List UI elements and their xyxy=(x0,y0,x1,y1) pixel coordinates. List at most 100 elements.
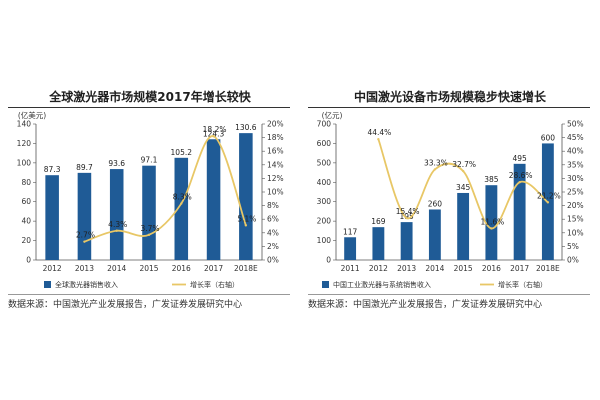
x-tick-label: 2014 xyxy=(425,264,444,273)
x-tick-label: 2015 xyxy=(139,264,158,273)
x-tick-label: 2018E xyxy=(234,264,258,273)
y-tick-label: 600 xyxy=(317,139,332,148)
growth-rate-point xyxy=(115,229,118,232)
chart-panel-global: 全球激光器市场规模2017年增长较快 (亿美元) 0 20 40 60 80 100 120 1… xyxy=(0,88,300,318)
bar-value-label: 89.7 xyxy=(76,163,93,172)
chart-plot: (亿元) 0 100 200 300 400 500 600 700 0% 5% 10% 15% 20% 2… xyxy=(317,110,584,289)
y-right-tick-label: 18% xyxy=(267,133,284,142)
y-tick-label: 300 xyxy=(317,197,332,206)
legend-label-line: 增长率（右轴） xyxy=(190,280,239,289)
bar xyxy=(485,185,498,260)
growth-rate-label: 44.4% xyxy=(367,128,391,137)
bar-value-label: 105.2 xyxy=(171,148,193,157)
growth-rate-label: 32.7% xyxy=(452,160,476,169)
x-tick-label: 2014 xyxy=(107,264,126,273)
legend-swatch-bar xyxy=(322,281,329,288)
y-tick-label: 140 xyxy=(17,120,32,129)
growth-rate-point xyxy=(518,181,521,184)
bar-value-label: 93.6 xyxy=(108,159,125,168)
growth-rate-label: 28.6% xyxy=(509,171,533,180)
y-right-tick-label: 4% xyxy=(267,228,279,237)
growth-rate-label: 8.3% xyxy=(173,193,192,202)
growth-rate-label: 11.6% xyxy=(480,217,504,226)
y-right-tick-label: 25% xyxy=(567,188,584,197)
bar-value-label: 385 xyxy=(484,175,499,184)
bar-value-label: 117 xyxy=(343,227,358,236)
bar xyxy=(239,133,253,260)
legend-label-bar: 中国工业激光器与系统销售收入 xyxy=(333,280,431,289)
bar-value-label: 87.3 xyxy=(44,165,61,174)
y-right-tick-label: 0% xyxy=(267,256,279,265)
growth-rate-point xyxy=(180,202,183,205)
bar xyxy=(457,192,470,260)
source-note: 数据来源：中国激光产业发展报告，广发证券发展研究中心 xyxy=(8,300,243,310)
y-tick-label: 500 xyxy=(317,158,332,167)
title-divider xyxy=(308,107,590,108)
y-right-tick-label: 6% xyxy=(267,215,279,224)
y-right-tick-label: 15% xyxy=(567,215,584,224)
y-tick-label: 40 xyxy=(21,217,31,226)
bar-value-label: 260 xyxy=(428,199,443,208)
x-tick-label: 2013 xyxy=(75,264,94,273)
growth-rate-point xyxy=(433,168,437,171)
growth-rate-label: 4.3% xyxy=(108,220,127,229)
bar xyxy=(372,227,385,260)
bar xyxy=(77,172,92,260)
bar-value-label: 169 xyxy=(371,217,386,226)
x-tick-label: 2017 xyxy=(204,264,223,273)
growth-rate-point xyxy=(147,233,151,237)
bar-value-label: 97.1 xyxy=(141,156,158,165)
y-tick-label: 20 xyxy=(21,236,31,245)
bar xyxy=(206,139,221,260)
legend-label-bar: 全球激光器销售收入 xyxy=(55,280,118,289)
source-divider xyxy=(8,294,290,295)
y-right-tick-label: 2% xyxy=(267,242,279,251)
y-tick-label: 100 xyxy=(317,236,332,245)
title-divider xyxy=(8,107,290,108)
growth-rate-point xyxy=(461,169,465,173)
source-divider xyxy=(308,294,590,295)
y-right-tick-label: 30% xyxy=(567,174,584,183)
bar xyxy=(344,237,357,260)
x-tick-label: 2018E xyxy=(536,264,560,273)
x-tick-label: 2016 xyxy=(172,264,191,273)
bar xyxy=(428,209,441,260)
growth-rate-label: 18.2% xyxy=(203,125,227,134)
bar xyxy=(174,157,189,260)
bar-value-label: 600 xyxy=(541,133,556,142)
growth-rate-point xyxy=(244,224,248,227)
growth-rate-label: 33.3% xyxy=(424,158,448,167)
chart-panel-china: 中国激光设备市场规模稳步快速增长 (亿元) 0 100 200 300 400 500 600… xyxy=(300,88,600,318)
growth-rate-point xyxy=(546,201,550,204)
bar xyxy=(513,163,526,260)
y-right-tick-label: 12% xyxy=(267,174,284,183)
y-axis-unit: (亿元) xyxy=(322,110,343,120)
y-tick-label: 0 xyxy=(326,256,331,265)
growth-rate-point xyxy=(490,227,493,230)
y-right-tick-label: 35% xyxy=(567,160,584,169)
y-tick-label: 60 xyxy=(21,197,31,206)
source-note: 数据来源：中国激光产业发展报告，广发证券发展研究中心 xyxy=(308,300,543,310)
x-tick-label: 2013 xyxy=(397,264,416,273)
y-right-tick-label: 10% xyxy=(567,228,584,237)
x-tick-label: 2015 xyxy=(454,264,473,273)
y-right-tick-label: 14% xyxy=(267,160,284,169)
chart-title: 全球激光器市场规模2017年增长较快 xyxy=(49,90,251,104)
x-tick-label: 2017 xyxy=(510,264,529,273)
y-right-tick-label: 40% xyxy=(567,147,584,156)
y-right-tick-label: 50% xyxy=(567,120,584,129)
y-right-tick-label: 5% xyxy=(567,242,579,251)
y-axis-unit: (亿美元) xyxy=(18,110,46,120)
growth-rate-label: 2.7% xyxy=(76,231,95,240)
y-right-tick-label: 10% xyxy=(267,188,284,197)
y-tick-label: 100 xyxy=(17,158,32,167)
y-right-tick-label: 0% xyxy=(567,256,579,265)
bar-value-label: 195 xyxy=(399,212,414,221)
y-tick-label: 400 xyxy=(317,178,332,187)
bar xyxy=(142,165,156,260)
chart-title: 中国激光设备市场规模稳步快速增长 xyxy=(353,90,546,104)
bar-value-label: 124.3 xyxy=(203,129,225,138)
y-right-tick-label: 20% xyxy=(567,201,584,210)
growth-rate-label: 3.7% xyxy=(140,224,159,233)
y-tick-label: 120 xyxy=(17,139,32,148)
